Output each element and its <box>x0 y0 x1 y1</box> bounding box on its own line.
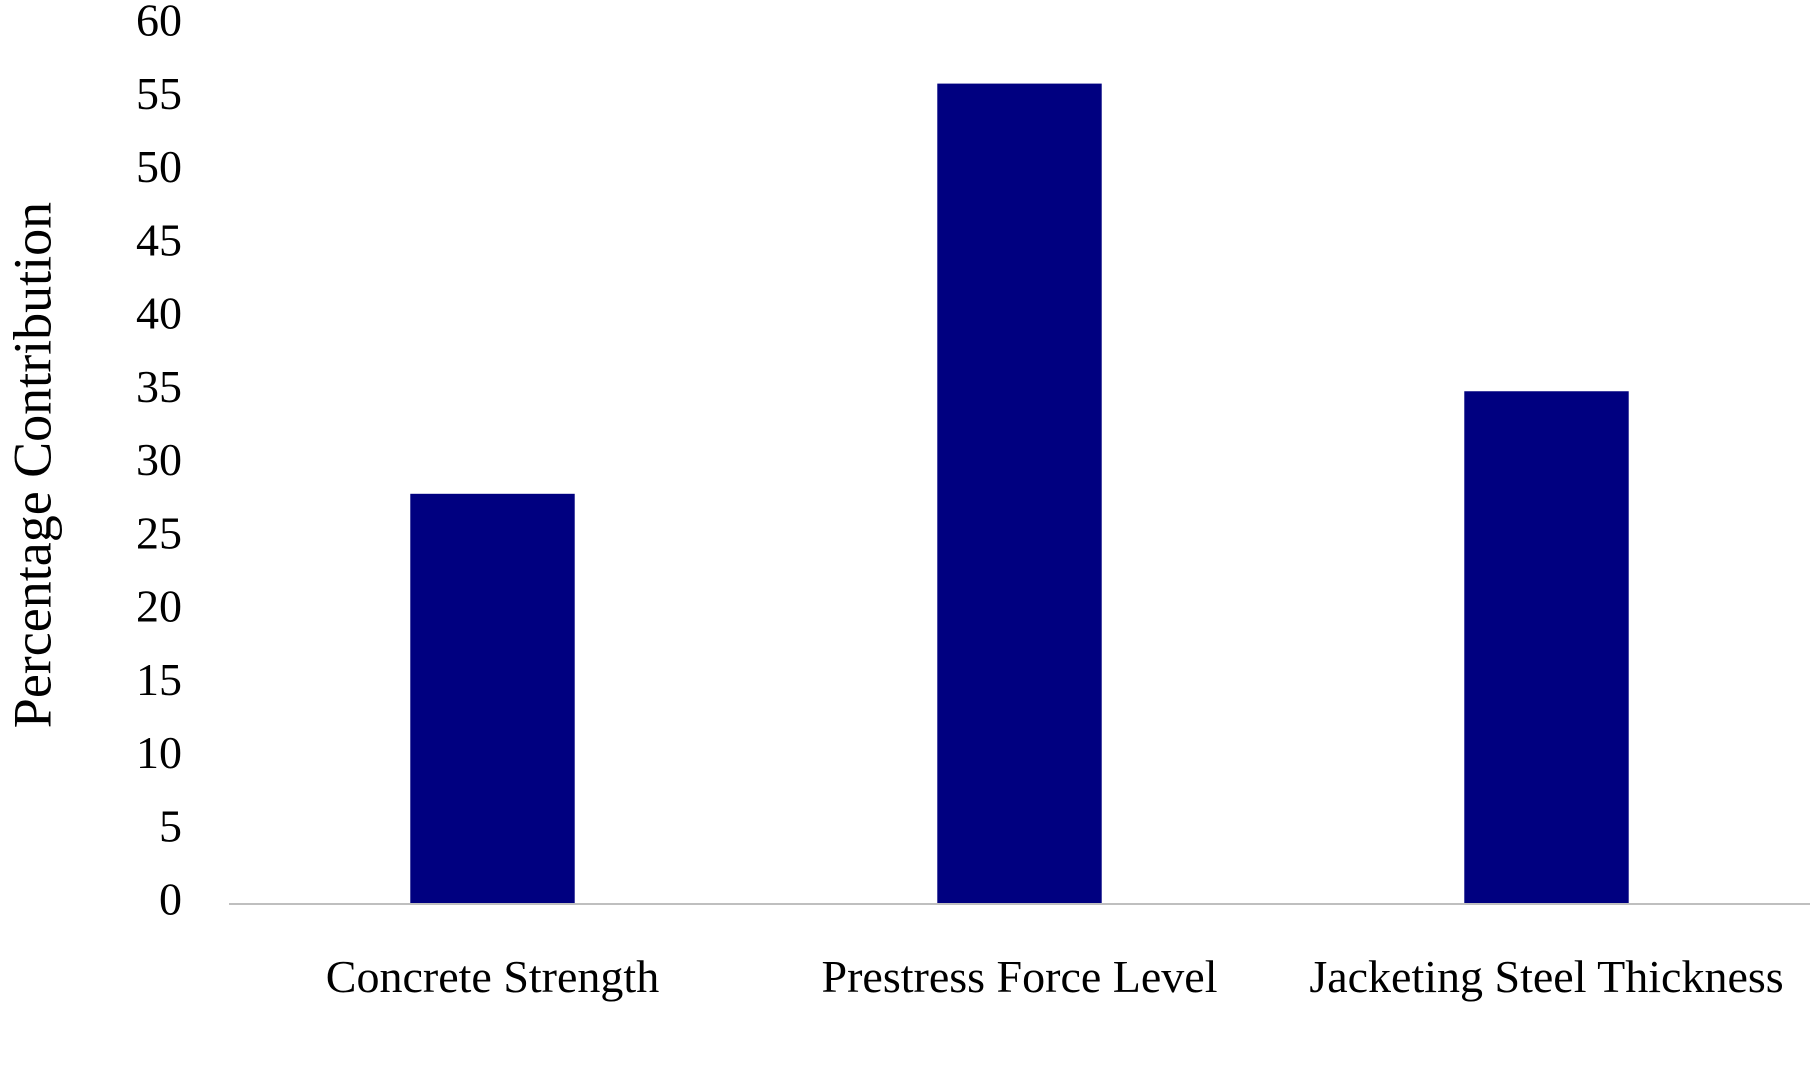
y-tick-label: 50 <box>136 141 182 192</box>
y-tick-label: 25 <box>136 507 182 558</box>
bar <box>410 493 575 904</box>
y-tick-label: 0 <box>159 874 182 925</box>
y-tick-label: 55 <box>136 68 182 119</box>
bar <box>1464 391 1629 904</box>
x-tick-label: Jacketing Steel Thickness <box>1309 951 1784 1002</box>
y-tick-label: 60 <box>136 0 182 46</box>
x-tick-label: Concrete Strength <box>325 951 660 1002</box>
y-tick-label: 5 <box>159 800 182 851</box>
x-tick-label: Prestress Force Level <box>821 951 1218 1002</box>
y-tick-label: 20 <box>136 581 182 632</box>
y-tick-label: 35 <box>136 361 182 412</box>
y-tick-label: 30 <box>136 434 182 485</box>
y-tick-label: 45 <box>136 214 182 265</box>
y-tick-label: 40 <box>136 288 182 339</box>
y-tick-label: 10 <box>136 727 182 778</box>
y-tick-label: 15 <box>136 654 182 705</box>
bar <box>937 83 1102 905</box>
y-axis-title: Percentage Contribution <box>2 202 62 728</box>
